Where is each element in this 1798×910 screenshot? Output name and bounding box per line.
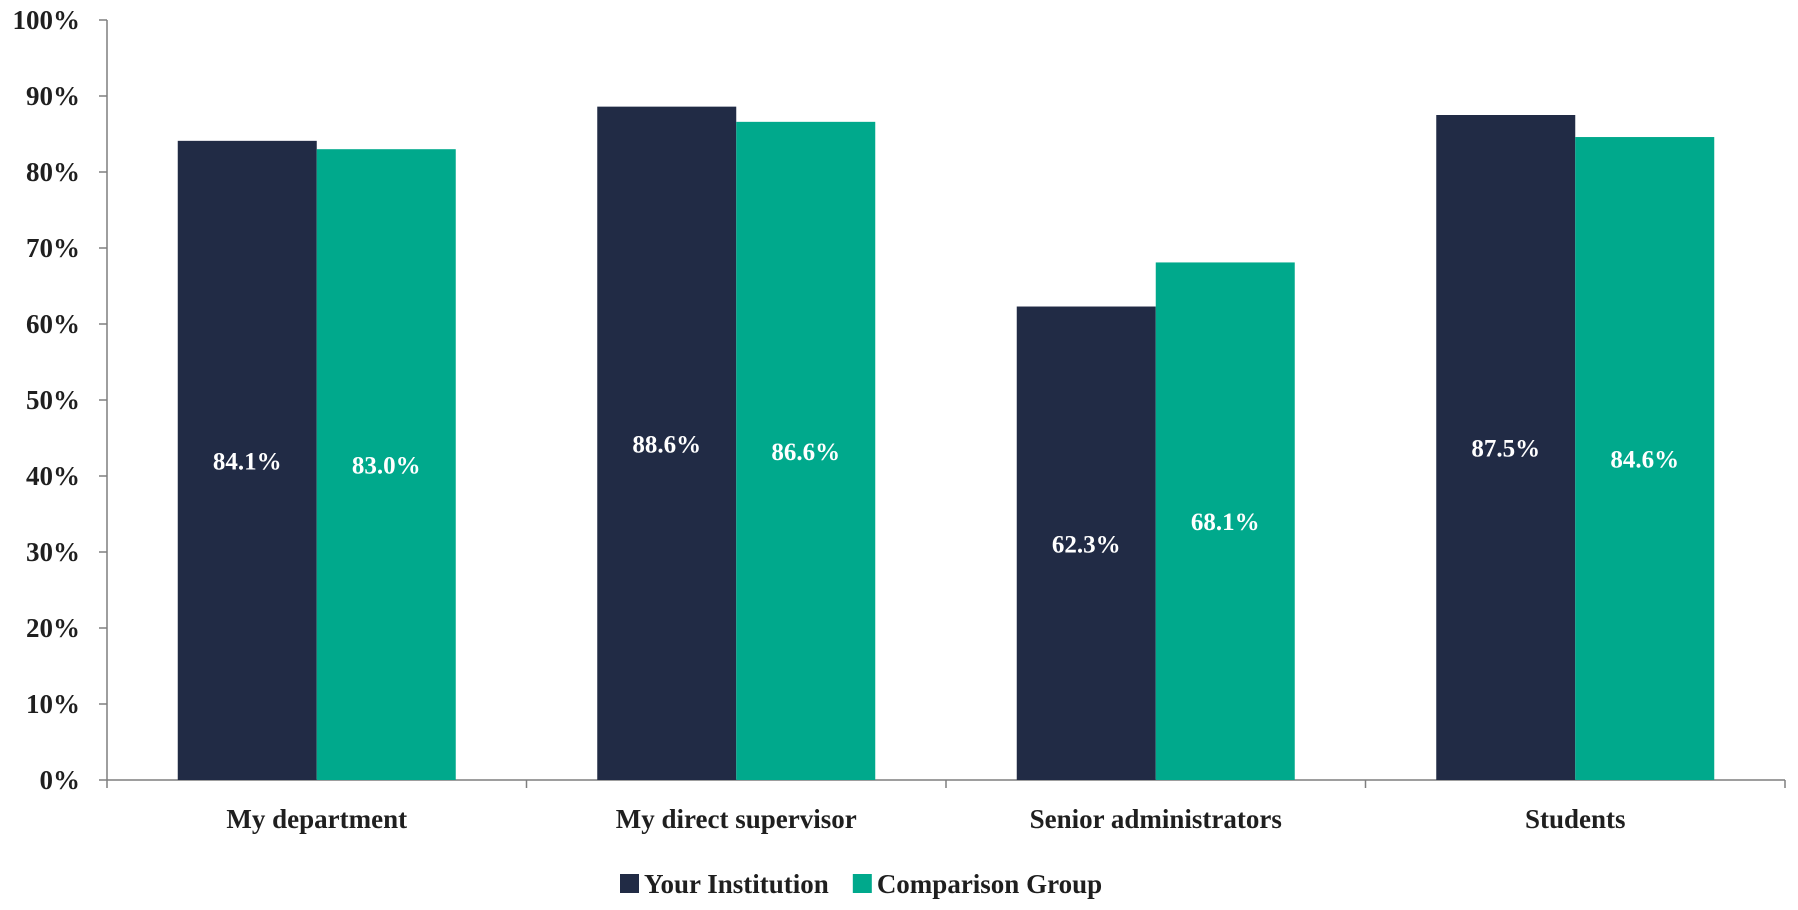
x-axis: My department My direct supervisor Senior … [106,779,1786,834]
bar-data-label: 62.3% [1052,531,1121,558]
y-tick-label: 90% [26,81,80,111]
x-category-label: Students [1525,804,1626,834]
y-tick-label: 80% [26,157,80,187]
y-tick-label: 50% [26,385,80,415]
y-tick-label: 100% [13,5,81,35]
bar-comparison-group [1155,262,1295,780]
y-tick-label: 70% [26,233,80,263]
y-tick-label: 20% [26,613,80,643]
y-tick-label: 40% [26,461,80,491]
legend-label: Comparison Group [877,869,1102,899]
bar-data-label: 83.0% [352,453,421,480]
y-tick-label: 10% [26,689,80,719]
x-category-label: My department [226,804,407,834]
y-tick-label: 30% [26,537,80,567]
bar-data-label: 84.6% [1610,447,1679,474]
legend: Your Institution Comparison Group [620,869,1102,899]
bar-your-institution [177,140,317,781]
bar-data-label: 88.6% [632,431,701,458]
bar-your-institution [597,106,737,780]
bar-comparison-group [316,149,456,780]
y-tick-label: 60% [26,309,80,339]
bar-data-label: 68.1% [1191,509,1260,536]
bar-data-label: 84.1% [213,448,282,475]
bar-data-label: 87.5% [1471,436,1540,463]
y-tick-label: 0% [40,765,81,795]
legend-swatch [852,874,872,893]
legend-label: Your Institution [644,869,829,899]
bar-your-institution [1436,115,1576,780]
y-axis: 0% 10% 20% 30% 40% 50% 60% 70% 80% 90% 100% [13,5,108,795]
bar-comparison-group [1575,137,1715,781]
bar-labels: 84.1% 83.0% 88.6% 86.6% 62.3% 68.1% 87.5% 84.6% [213,431,1679,558]
bar-comparison-group [736,121,876,781]
x-category-label: My direct supervisor [616,804,857,834]
x-category-label: Senior administrators [1030,804,1282,834]
bars [177,106,1715,781]
bar-data-label: 86.6% [771,439,840,466]
bar-your-institution [1016,306,1156,780]
legend-swatch [620,874,639,893]
